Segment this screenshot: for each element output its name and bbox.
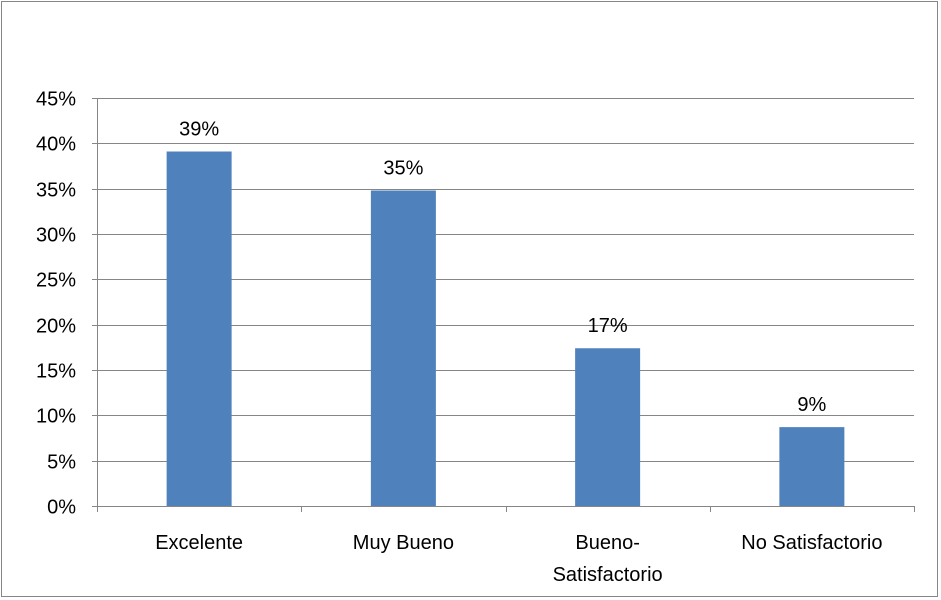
category-label-line: Excelente	[155, 532, 243, 554]
category-label: Excelente	[155, 532, 243, 554]
y-tick-label: 10%	[36, 406, 76, 428]
y-tick-label: 40%	[36, 134, 76, 156]
category-label-line: Satisfactorio	[553, 564, 663, 586]
y-tick-label: 45%	[36, 89, 76, 111]
y-tick-label: 30%	[36, 225, 76, 247]
y-tick-label: 35%	[36, 180, 76, 202]
y-tick-label: 15%	[36, 361, 76, 383]
data-label: 35%	[383, 157, 423, 179]
data-label: 39%	[179, 118, 219, 140]
x-axis-category-labels: Excelente Muy Bueno Bueno- Satisfactorio No …	[155, 532, 882, 586]
bar-excelente	[166, 151, 232, 506]
y-tick-label: 20%	[36, 316, 76, 338]
category-label: Bueno- Satisfactorio	[553, 532, 663, 586]
category-label-line: Bueno-	[575, 532, 640, 554]
category-label: No Satisfactorio	[741, 532, 882, 554]
data-label: 9%	[797, 394, 826, 416]
category-label-line: No Satisfactorio	[741, 532, 882, 554]
gridlines	[97, 98, 914, 462]
y-tick-label: 5%	[47, 452, 76, 474]
axes	[92, 98, 915, 512]
y-tick-label: 0%	[47, 497, 76, 519]
category-label-line: Muy Bueno	[353, 532, 454, 554]
bar-muy-bueno	[370, 190, 436, 507]
y-axis-tick-labels: 0% 5% 10% 15% 20% 25% 30% 35% 40% 45%	[36, 89, 76, 519]
data-labels: 39% 35% 17% 9%	[179, 118, 826, 416]
bar-no-satisfactorio	[779, 427, 845, 506]
bars	[166, 151, 845, 507]
y-tick-label: 25%	[36, 270, 76, 292]
bar-bueno-satisfactorio	[575, 348, 641, 506]
category-label: Muy Bueno	[353, 532, 454, 554]
data-label: 17%	[588, 315, 628, 337]
